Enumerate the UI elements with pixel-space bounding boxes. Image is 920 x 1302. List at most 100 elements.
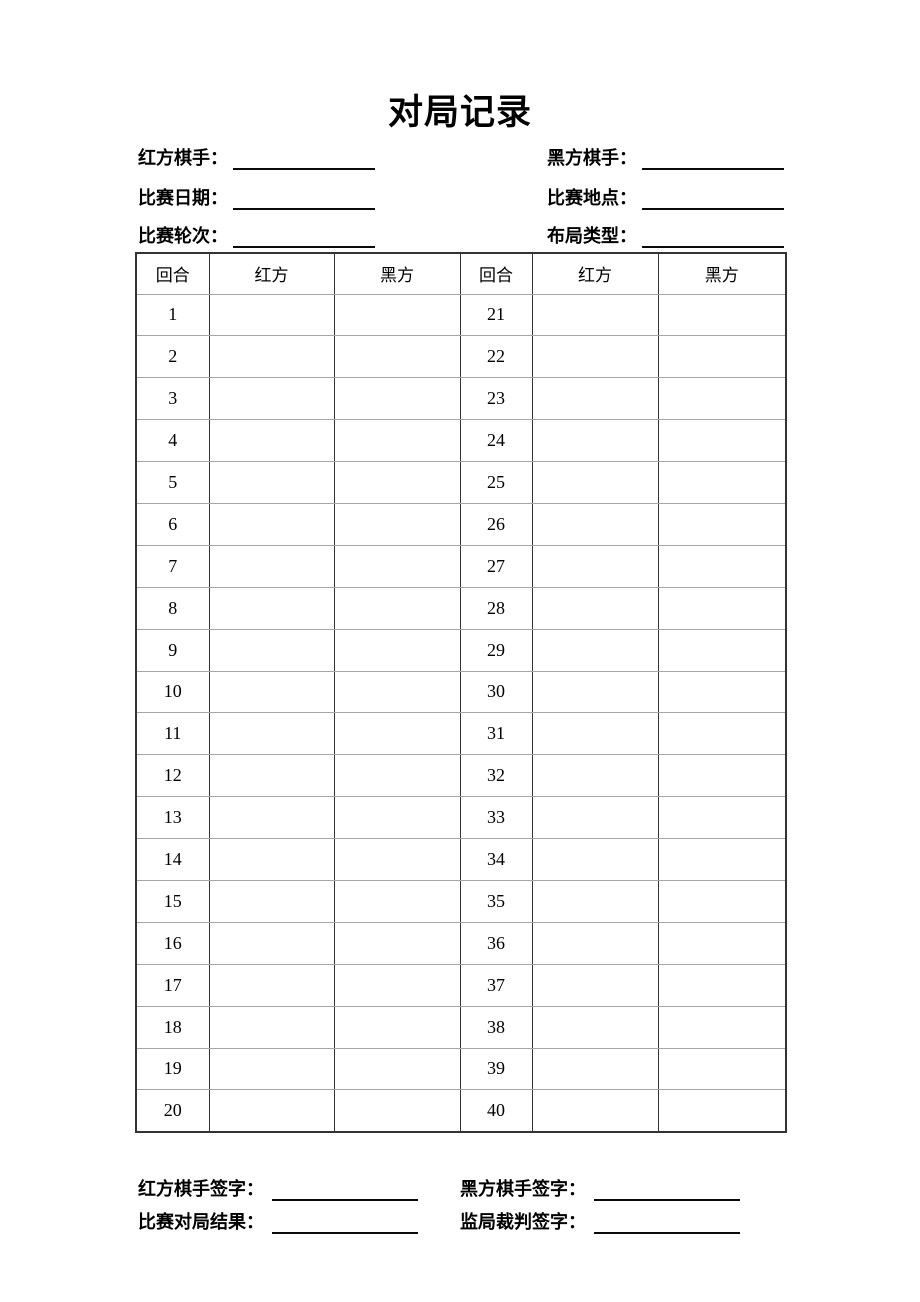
red-move-cell[interactable]	[208, 586, 335, 630]
round-number-cell: 8	[135, 586, 210, 630]
black-move-cell[interactable]	[657, 921, 787, 965]
black-move-cell[interactable]	[333, 1005, 461, 1049]
red-move-cell[interactable]	[531, 502, 659, 546]
red-move-cell[interactable]	[208, 461, 335, 504]
opening-type-blank[interactable]	[642, 226, 784, 248]
black-move-cell[interactable]	[333, 712, 461, 756]
red-move-cell[interactable]	[531, 838, 659, 881]
red-move-cell[interactable]	[531, 1089, 659, 1133]
black-move-cell[interactable]	[333, 754, 461, 798]
black-player-blank[interactable]	[642, 148, 784, 170]
round-number-cell: 22	[459, 335, 533, 379]
round-number-cell: 28	[459, 586, 533, 630]
red-move-cell[interactable]	[531, 754, 659, 798]
black-move-cell[interactable]	[333, 586, 461, 630]
red-move-cell[interactable]	[208, 670, 335, 714]
black-move-cell[interactable]	[657, 502, 787, 546]
red-move-cell[interactable]	[531, 544, 659, 588]
black-move-cell[interactable]	[333, 461, 461, 504]
red-move-cell[interactable]	[208, 335, 335, 379]
column-header-black: 黑方	[333, 252, 461, 295]
red-move-cell[interactable]	[208, 879, 335, 923]
black-move-cell[interactable]	[333, 419, 461, 463]
black-move-cell[interactable]	[333, 1089, 461, 1133]
red-move-cell[interactable]	[531, 1005, 659, 1049]
match-date-blank[interactable]	[233, 188, 375, 210]
black-move-cell[interactable]	[657, 1089, 787, 1133]
black-move-cell[interactable]	[333, 628, 461, 672]
black-move-cell[interactable]	[333, 670, 461, 714]
black-move-cell[interactable]	[333, 1047, 461, 1091]
black-move-cell[interactable]	[657, 335, 787, 379]
black-move-cell[interactable]	[333, 377, 461, 421]
round-number-cell: 4	[135, 419, 210, 463]
red-move-cell[interactable]	[531, 586, 659, 630]
red-move-cell[interactable]	[208, 502, 335, 546]
referee-signature-blank[interactable]	[594, 1212, 740, 1234]
black-move-cell[interactable]	[657, 586, 787, 630]
red-move-cell[interactable]	[531, 879, 659, 923]
red-move-cell[interactable]	[208, 921, 335, 965]
red-move-cell[interactable]	[208, 419, 335, 463]
black-move-cell[interactable]	[333, 796, 461, 840]
black-signature-blank[interactable]	[594, 1179, 740, 1201]
red-move-cell[interactable]	[531, 377, 659, 421]
black-move-cell[interactable]	[333, 502, 461, 546]
black-move-cell[interactable]	[657, 963, 787, 1007]
red-move-cell[interactable]	[208, 712, 335, 756]
black-move-cell[interactable]	[657, 1047, 787, 1091]
black-move-cell[interactable]	[657, 461, 787, 504]
black-move-cell[interactable]	[657, 712, 787, 756]
red-move-cell[interactable]	[208, 963, 335, 1007]
red-move-cell[interactable]	[531, 712, 659, 756]
red-move-cell[interactable]	[531, 963, 659, 1007]
red-move-cell[interactable]	[531, 419, 659, 463]
black-move-cell[interactable]	[657, 796, 787, 840]
red-move-cell[interactable]	[531, 1047, 659, 1091]
red-move-cell[interactable]	[208, 796, 335, 840]
red-move-cell[interactable]	[208, 544, 335, 588]
red-signature-blank[interactable]	[272, 1179, 418, 1201]
red-move-cell[interactable]	[208, 293, 335, 337]
black-move-cell[interactable]	[657, 293, 787, 337]
black-move-cell[interactable]	[333, 838, 461, 881]
black-move-cell[interactable]	[333, 879, 461, 923]
red-move-cell[interactable]	[208, 377, 335, 421]
red-move-cell[interactable]	[208, 628, 335, 672]
red-move-cell[interactable]	[208, 754, 335, 798]
match-result-blank[interactable]	[272, 1212, 418, 1234]
black-move-cell[interactable]	[333, 963, 461, 1007]
column-header-red: 红方	[531, 252, 659, 295]
red-move-cell[interactable]	[208, 838, 335, 881]
red-move-cell[interactable]	[531, 335, 659, 379]
black-move-cell[interactable]	[657, 628, 787, 672]
red-move-cell[interactable]	[531, 921, 659, 965]
match-round-blank[interactable]	[233, 226, 375, 248]
black-move-cell[interactable]	[657, 754, 787, 798]
match-location-blank[interactable]	[642, 188, 784, 210]
black-move-cell[interactable]	[657, 544, 787, 588]
black-move-cell[interactable]	[333, 544, 461, 588]
black-move-cell[interactable]	[333, 335, 461, 379]
black-move-cell[interactable]	[657, 377, 787, 421]
red-move-cell[interactable]	[531, 670, 659, 714]
red-move-cell[interactable]	[531, 461, 659, 504]
black-move-cell[interactable]	[333, 921, 461, 965]
black-move-cell[interactable]	[333, 293, 461, 337]
black-move-cell[interactable]	[657, 419, 787, 463]
black-move-cell[interactable]	[657, 838, 787, 881]
red-move-cell[interactable]	[531, 796, 659, 840]
black-move-cell[interactable]	[657, 1005, 787, 1049]
black-move-cell[interactable]	[657, 879, 787, 923]
red-move-cell[interactable]	[208, 1089, 335, 1133]
table-row: 14 34	[135, 838, 787, 881]
red-player-blank[interactable]	[233, 148, 375, 170]
round-number-cell: 1	[135, 293, 210, 337]
red-move-cell[interactable]	[531, 628, 659, 672]
red-move-cell[interactable]	[531, 293, 659, 337]
red-move-cell[interactable]	[208, 1047, 335, 1091]
round-number-cell: 30	[459, 670, 533, 714]
round-number-cell: 19	[135, 1047, 210, 1091]
red-move-cell[interactable]	[208, 1005, 335, 1049]
black-move-cell[interactable]	[657, 670, 787, 714]
